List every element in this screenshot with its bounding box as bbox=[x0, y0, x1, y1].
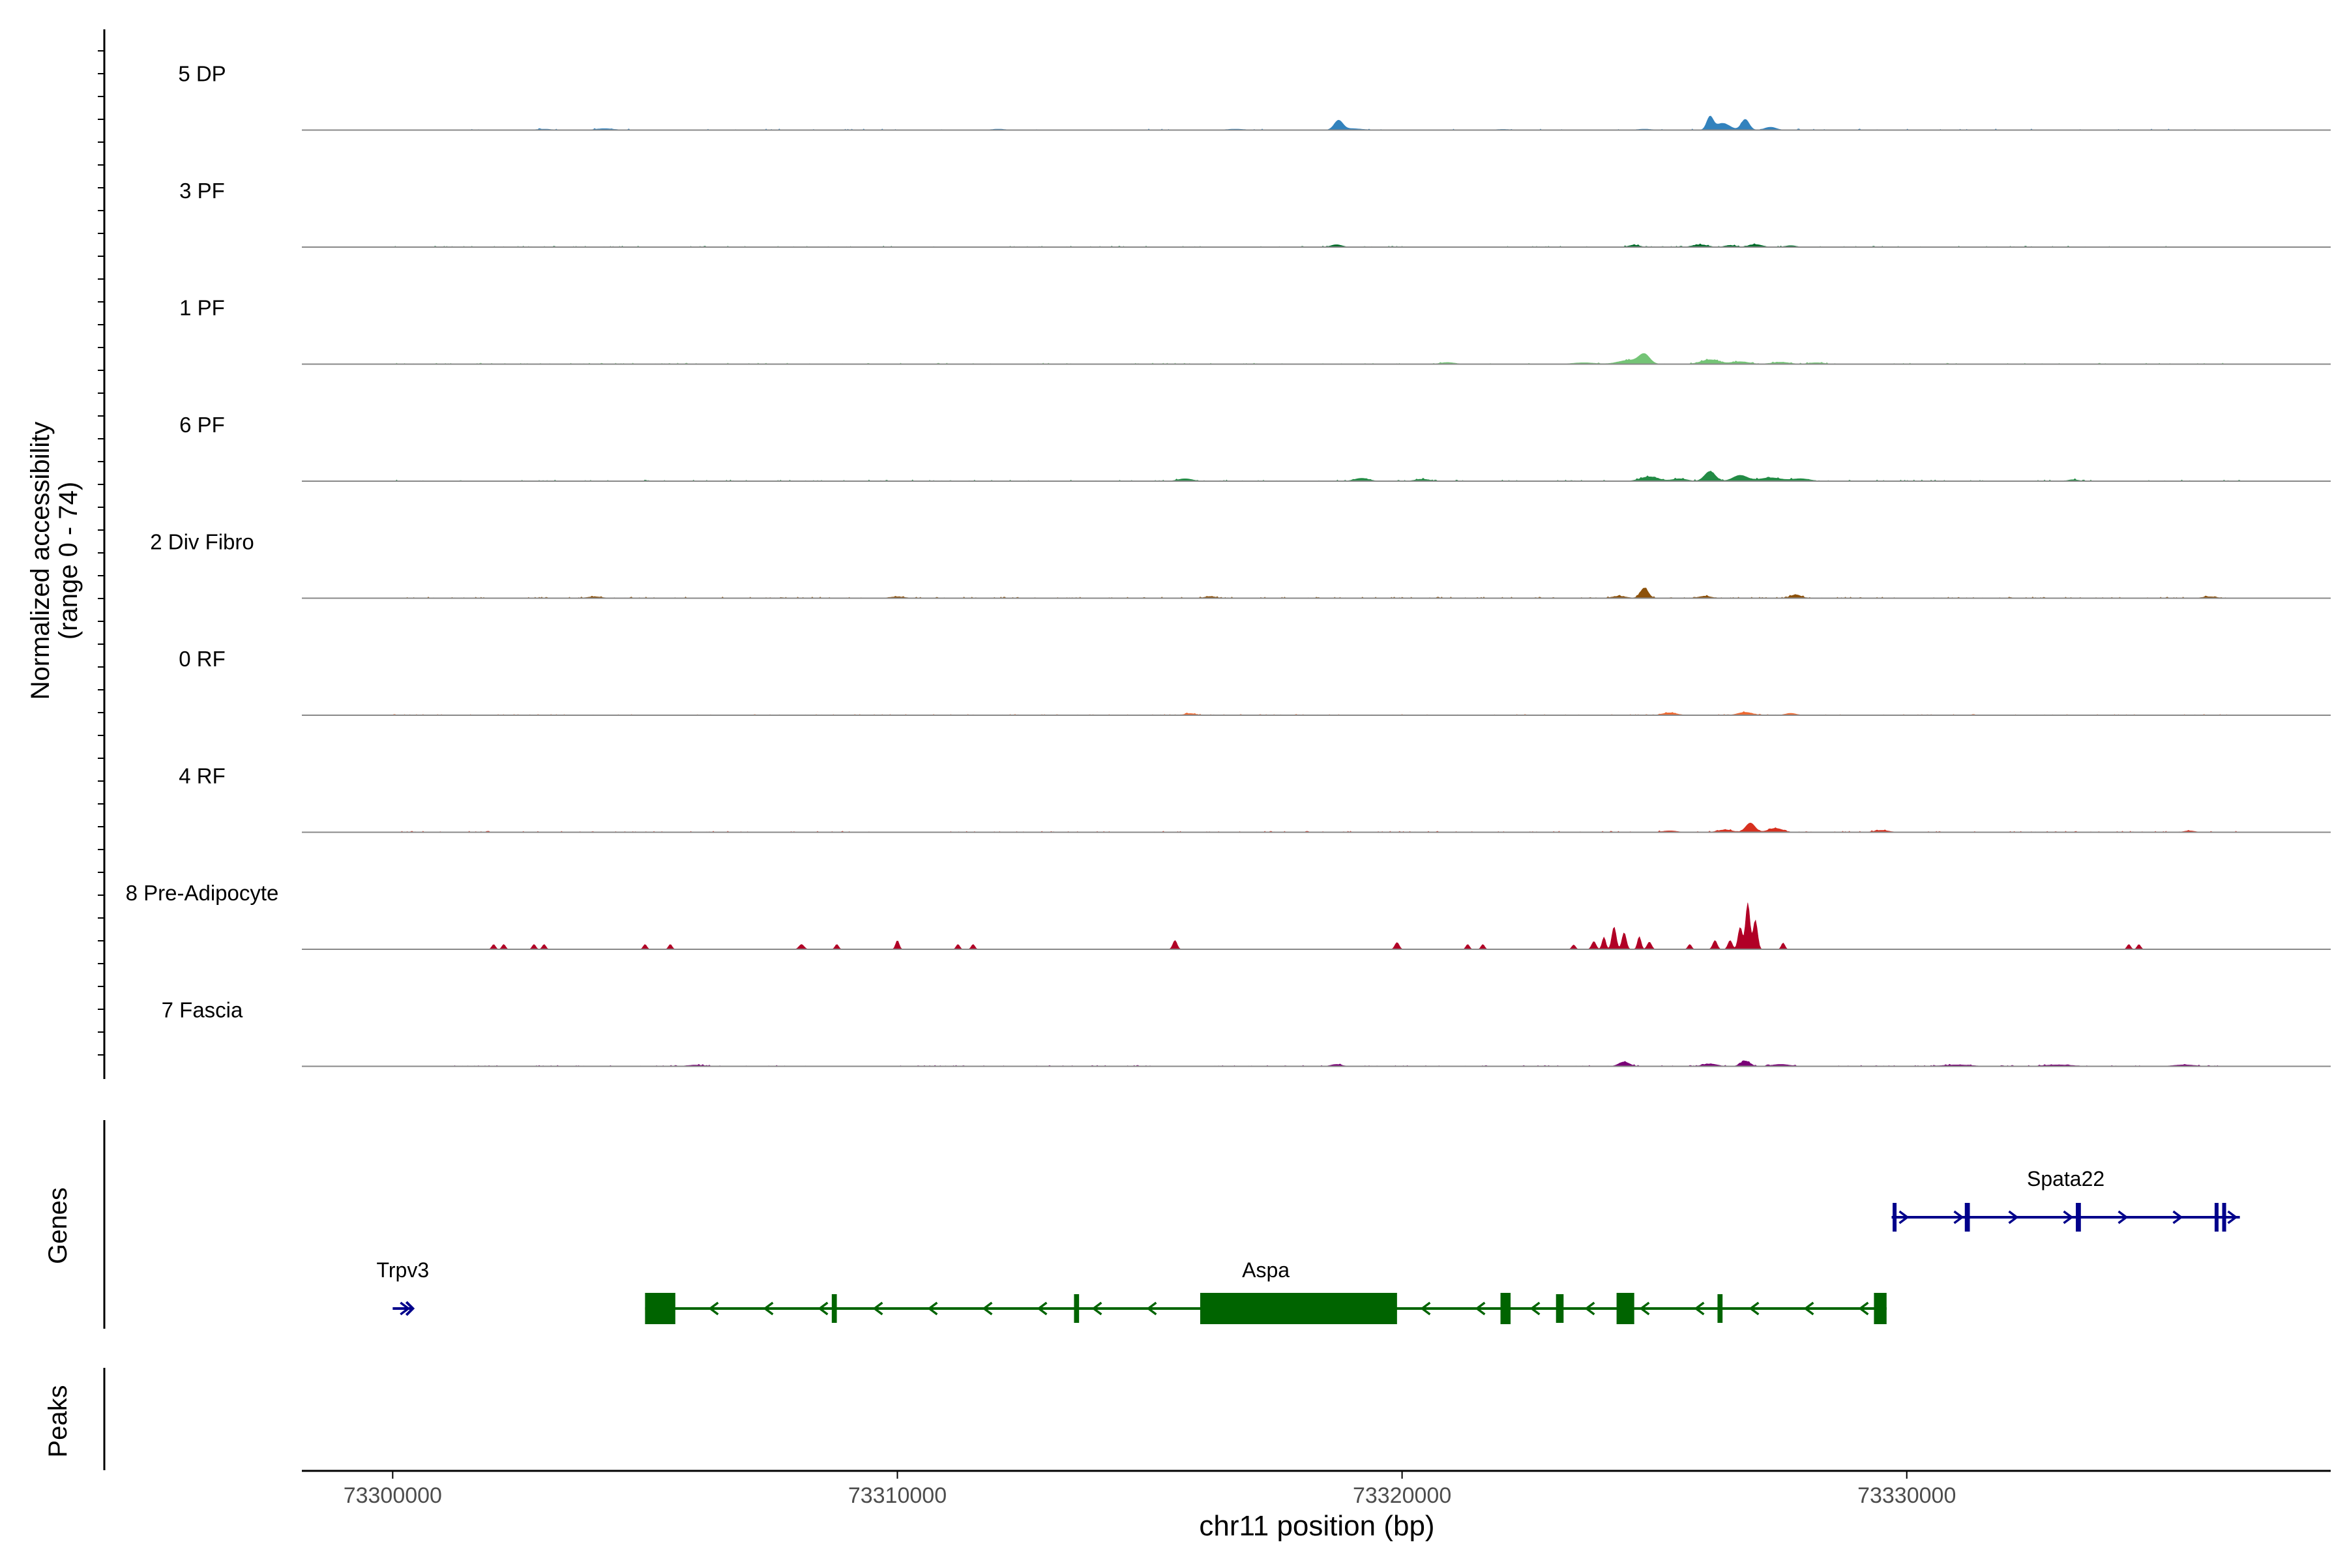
coverage-area bbox=[392, 587, 2240, 599]
strand-arrow bbox=[1953, 1210, 1964, 1224]
strand-arrow bbox=[872, 1301, 883, 1316]
strand-arrow bbox=[1091, 1301, 1102, 1316]
strand-arrow bbox=[763, 1301, 774, 1316]
genes-panel-label: Genes bbox=[44, 1187, 72, 1264]
gene-exon bbox=[1074, 1294, 1080, 1323]
coverage-area bbox=[392, 902, 2240, 950]
y-axis-label: Normalized accessibility bbox=[26, 422, 55, 700]
strand-arrow bbox=[2063, 1210, 2074, 1224]
track-label: 3 PF bbox=[179, 179, 225, 203]
strand-arrow bbox=[2227, 1210, 2238, 1224]
y-axis-label-range: (range 0 - 74) bbox=[54, 482, 83, 640]
strand-arrow bbox=[1584, 1301, 1595, 1316]
track-0-rf: 0 RF bbox=[179, 647, 2331, 716]
strand-arrow bbox=[927, 1301, 938, 1316]
coverage-tracks: 5 DP 3 PF 1 PF 6 PF 2 Div Fibro 0 RF 4 RF 8 Pre… bbox=[126, 62, 2331, 1067]
coverage-area bbox=[392, 822, 2240, 833]
track-label: 8 Pre-Adipocyte bbox=[126, 881, 279, 905]
strand-arrow bbox=[1037, 1301, 1048, 1316]
track-8-pre-adipocyte: 8 Pre-Adipocyte bbox=[126, 881, 2331, 950]
x-axis-label: chr11 position (bp) bbox=[1199, 1510, 1434, 1542]
strand-arrow bbox=[1803, 1301, 1814, 1316]
track-label: 6 PF bbox=[179, 413, 225, 437]
gene-spata22: Spata22 bbox=[1891, 1167, 2240, 1232]
strand-arrow bbox=[708, 1301, 719, 1316]
track-4-rf: 4 RF bbox=[179, 764, 2331, 833]
track-label: 7 Fascia bbox=[162, 998, 243, 1022]
strand-arrow bbox=[2118, 1210, 2129, 1224]
coverage-area bbox=[392, 353, 2240, 364]
track-5-dp: 5 DP bbox=[178, 62, 2331, 131]
gene-exon bbox=[2076, 1203, 2081, 1232]
strand-arrow bbox=[982, 1301, 993, 1316]
gene-exon bbox=[2222, 1203, 2226, 1232]
strand-arrow bbox=[1475, 1301, 1486, 1316]
track-1-pf: 1 PF bbox=[179, 296, 2331, 365]
track-label: 1 PF bbox=[179, 296, 225, 320]
gene-label: Aspa bbox=[1242, 1258, 1290, 1282]
gene-exon bbox=[1964, 1203, 1970, 1232]
gene-exon bbox=[1200, 1293, 1397, 1324]
gene-label: Spata22 bbox=[2027, 1167, 2104, 1191]
gene-label: Trpv3 bbox=[377, 1258, 430, 1282]
strand-arrow bbox=[818, 1301, 829, 1316]
track-label: 0 RF bbox=[179, 647, 226, 671]
gene-exon bbox=[1556, 1294, 1564, 1323]
gene-exon bbox=[831, 1294, 837, 1323]
track-label: 2 Div Fibro bbox=[150, 530, 254, 554]
x-tick-label: 73330000 bbox=[1857, 1483, 1956, 1508]
gene-exon bbox=[1874, 1293, 1887, 1324]
strand-arrow bbox=[2172, 1210, 2183, 1224]
strand-arrow bbox=[1694, 1301, 1705, 1316]
axes: Normalized accessibility (range 0 - 74) … bbox=[26, 29, 2331, 1542]
x-tick-label: 73300000 bbox=[344, 1483, 442, 1508]
gene-trpv3: Trpv3 bbox=[377, 1258, 430, 1316]
strand-arrow bbox=[1749, 1301, 1760, 1316]
strand-arrow bbox=[1858, 1301, 1869, 1316]
x-tick-label: 73320000 bbox=[1353, 1483, 1451, 1508]
track-6-pf: 6 PF bbox=[179, 413, 2331, 482]
track-label: 4 RF bbox=[179, 764, 226, 788]
gene-exon bbox=[645, 1293, 675, 1324]
peaks-panel-label: Peaks bbox=[44, 1385, 72, 1457]
track-label: 5 DP bbox=[178, 62, 226, 86]
strand-arrow bbox=[1898, 1210, 1910, 1224]
coverage-area bbox=[392, 471, 2240, 482]
gene-exon bbox=[2214, 1203, 2219, 1232]
gene-exon bbox=[1893, 1203, 1897, 1232]
gene-aspa: Aspa bbox=[645, 1258, 1887, 1324]
strand-arrow bbox=[1639, 1301, 1650, 1316]
track-2-div-fibro: 2 Div Fibro bbox=[150, 530, 2331, 599]
gene-exon bbox=[1616, 1293, 1634, 1324]
track-7-fascia: 7 Fascia bbox=[162, 998, 2331, 1067]
strand-arrow bbox=[1146, 1301, 1157, 1316]
track-3-pf: 3 PF bbox=[179, 179, 2331, 248]
coverage-area bbox=[392, 115, 2240, 130]
strand-arrow bbox=[1529, 1301, 1541, 1316]
gene-track: Trpv3 Aspa Spata22 bbox=[377, 1167, 2240, 1324]
x-tick-label: 73310000 bbox=[848, 1483, 947, 1508]
gene-exon bbox=[1717, 1294, 1723, 1323]
strand-arrow bbox=[405, 1301, 415, 1316]
strand-arrow bbox=[1420, 1301, 1431, 1316]
strand-arrow bbox=[400, 1301, 411, 1316]
coverage-area bbox=[392, 1060, 2240, 1067]
gene-exon bbox=[1500, 1293, 1511, 1324]
strand-arrow bbox=[2008, 1210, 2019, 1224]
